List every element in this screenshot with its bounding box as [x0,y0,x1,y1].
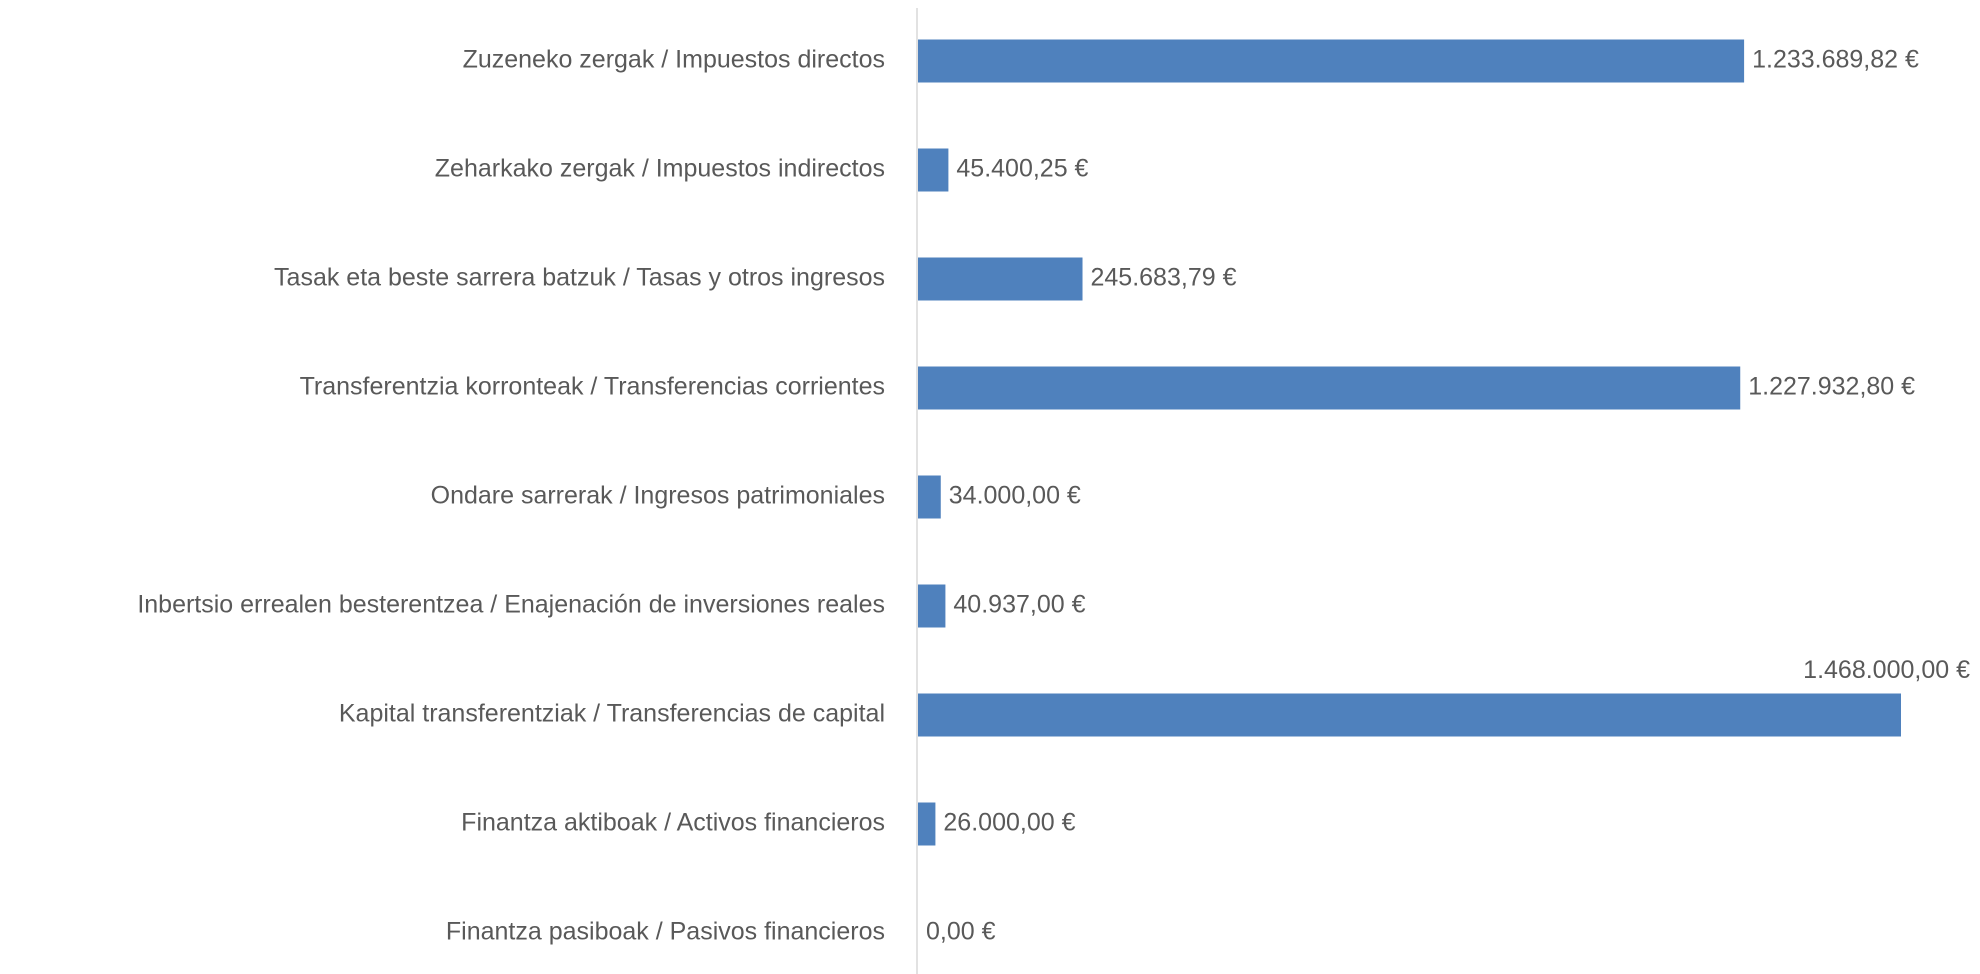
category-label: Finantza pasiboak / Pasivos financieros [446,918,885,946]
value-label: 245.683,79 € [1091,264,1237,292]
category-label: Transferentzia korronteak / Transferenci… [300,373,885,401]
category-label: Finantza aktiboak / Activos financieros [461,809,885,837]
category-label: Zuzeneko zergak / Impuestos directos [463,46,885,74]
value-label: 45.400,25 € [956,155,1088,183]
category-label: Zeharkako zergak / Impuestos indirectos [435,155,885,183]
category-label: Inbertsio errealen besterentzea / Enajen… [137,591,885,619]
bar [918,584,946,628]
bar [918,257,1083,301]
bar [918,39,1745,83]
bar [918,366,1741,410]
bar [918,475,941,519]
value-label: 1.468.000,00 € [1803,656,1970,684]
value-label: 40.937,00 € [953,591,1085,619]
value-label: 0,00 € [926,918,996,946]
bar [918,693,1901,737]
category-label: Ondare sarrerak / Ingresos patrimoniales [431,482,885,510]
value-label: 26.000,00 € [943,809,1075,837]
bar [918,802,936,846]
value-label: 34.000,00 € [949,482,1081,510]
value-label: 1.227.932,80 € [1748,373,1915,401]
bar [918,148,949,192]
category-label: Tasak eta beste sarrera batzuk / Tasas y… [274,264,885,292]
category-label: Kapital transferentziak / Transferencias… [339,700,885,728]
value-label: 1.233.689,82 € [1752,46,1919,74]
